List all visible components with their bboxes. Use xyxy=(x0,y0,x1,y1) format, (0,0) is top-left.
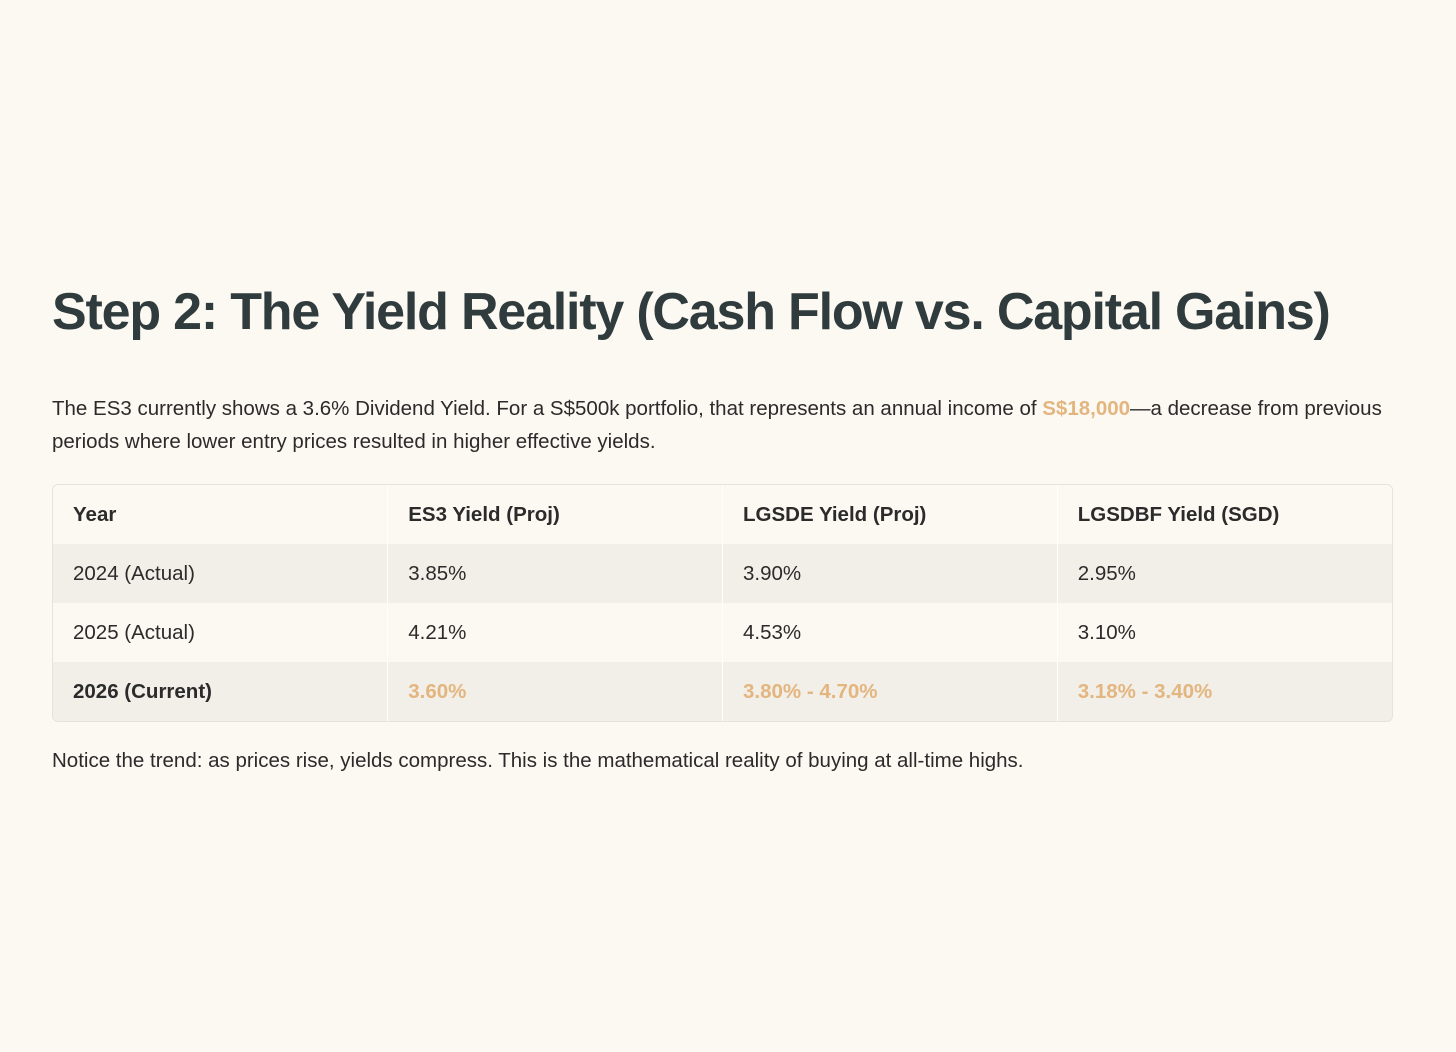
yield-table-container: Year ES3 Yield (Proj) LGSDE Yield (Proj)… xyxy=(52,484,1393,722)
cell-lgsdbf-yield: 2.95% xyxy=(1056,544,1392,603)
income-highlight: S$18,000 xyxy=(1042,397,1131,420)
cell-lgsde-yield: 3.80% - 4.70% xyxy=(722,662,1058,721)
yield-table: Year ES3 Yield (Proj) LGSDE Yield (Proj)… xyxy=(53,485,1392,721)
table-row: 2024 (Actual) 3.85% 3.90% 2.95% xyxy=(53,544,1392,603)
cell-es3-yield: 3.60% xyxy=(387,662,723,721)
header-lgsdbf-yield: LGSDBF Yield (SGD) xyxy=(1056,485,1392,544)
cell-lgsde-yield: 3.90% xyxy=(722,544,1058,603)
table-row-current: 2026 (Current) 3.60% 3.80% - 4.70% 3.18%… xyxy=(53,662,1392,721)
cell-year: 2025 (Actual) xyxy=(53,603,388,662)
cell-year: 2026 (Current) xyxy=(53,662,388,721)
cell-lgsdbf-yield: 3.18% - 3.40% xyxy=(1056,662,1392,721)
cell-es3-yield: 3.85% xyxy=(387,544,723,603)
intro-text-start: The ES3 currently shows a 3.6% Dividend … xyxy=(52,397,1043,420)
article-section: Step 2: The Yield Reality (Cash Flow vs.… xyxy=(52,278,1393,776)
header-es3-yield: ES3 Yield (Proj) xyxy=(387,485,723,544)
cell-lgsdbf-yield: 3.10% xyxy=(1056,603,1392,662)
header-lgsde-yield: LGSDE Yield (Proj) xyxy=(722,485,1058,544)
intro-text-end: —a decrease from previous periods where … xyxy=(52,397,1382,453)
cell-es3-yield: 4.21% xyxy=(387,603,723,662)
intro-paragraph: The ES3 currently shows a 3.6% Dividend … xyxy=(52,392,1393,458)
cell-lgsde-yield: 4.53% xyxy=(722,603,1058,662)
table-header-row: Year ES3 Yield (Proj) LGSDE Yield (Proj)… xyxy=(53,485,1392,544)
section-heading: Step 2: The Yield Reality (Cash Flow vs.… xyxy=(52,283,1331,341)
header-year: Year xyxy=(53,485,388,544)
cell-year: 2024 (Actual) xyxy=(53,544,388,603)
trend-note: Notice the trend: as prices rise, yields… xyxy=(52,749,1024,772)
table-row: 2025 (Actual) 4.21% 4.53% 3.10% xyxy=(53,603,1392,662)
